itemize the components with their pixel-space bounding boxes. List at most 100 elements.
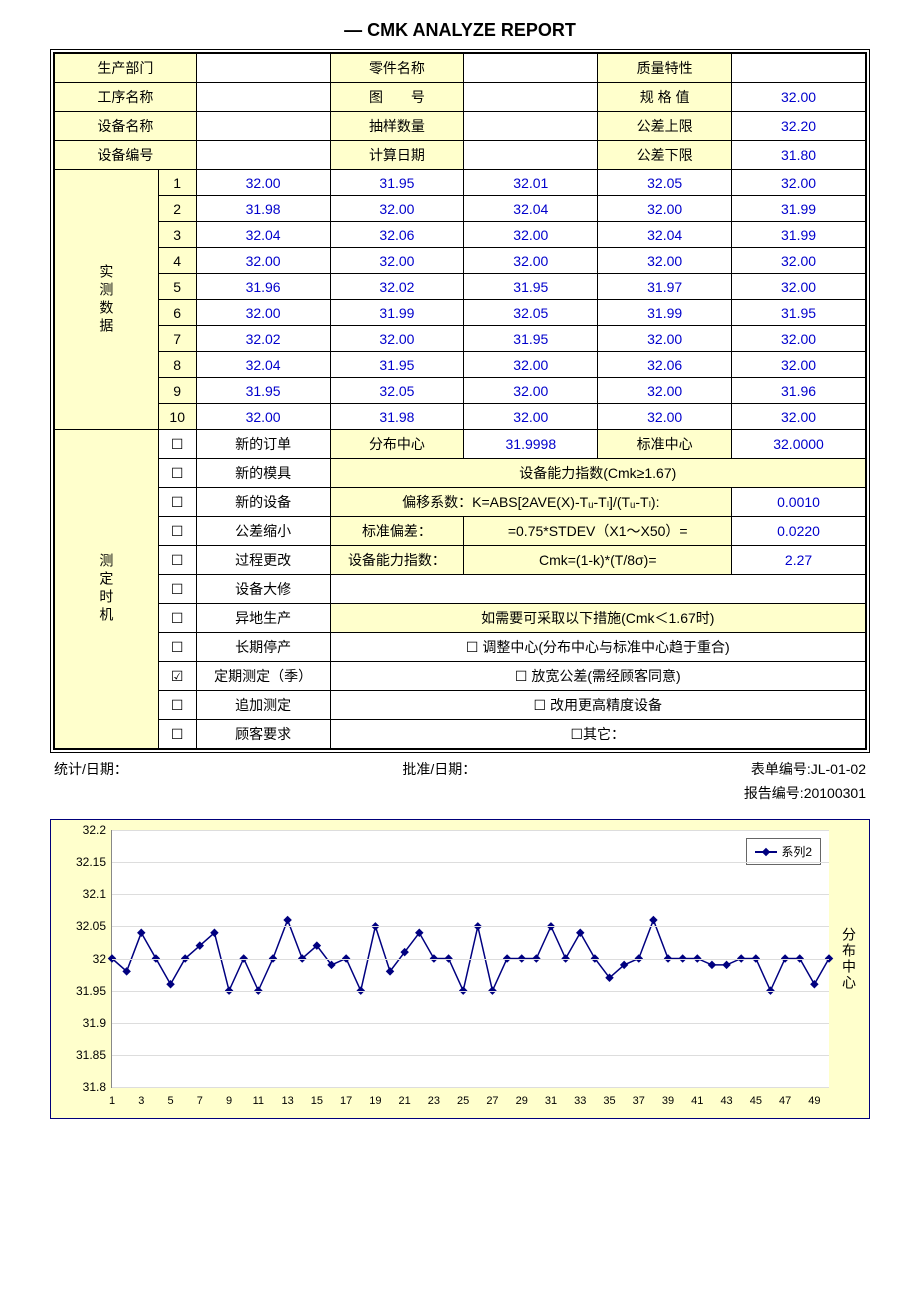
option-checkbox[interactable]: ☐ — [158, 488, 196, 517]
footer-row1: 统计/日期： 批准/日期： 表单编号:JL-01-02 — [50, 759, 870, 779]
data-cell: 32.00 — [732, 352, 866, 378]
data-cell: 32.06 — [330, 222, 464, 248]
cmk-index-title: 设备能力指数(Cmk≥1.67) — [330, 459, 865, 488]
measure-4: ☐其它： — [330, 720, 865, 749]
data-cell: 32.00 — [732, 170, 866, 196]
data-cell: 32.00 — [196, 300, 330, 326]
option-checkbox[interactable]: ☐ — [158, 604, 196, 633]
option-label: 顾客要求 — [196, 720, 330, 749]
option-checkbox[interactable]: ☐ — [158, 575, 196, 604]
chart-xtick: 27 — [486, 1095, 498, 1107]
lbl-sample: 抽样数量 — [330, 112, 464, 141]
option-label: 公差缩小 — [196, 517, 330, 546]
chart-xtick: 41 — [691, 1095, 703, 1107]
data-cell: 32.00 — [196, 248, 330, 274]
data-cell: 32.00 — [598, 378, 732, 404]
option-checkbox[interactable]: ☐ — [158, 517, 196, 546]
chart-xtick: 35 — [603, 1095, 615, 1107]
chart-right-axis-label: 分布中心 — [839, 927, 859, 991]
option-label: 新的设备 — [196, 488, 330, 517]
lbl-calcdate: 计算日期 — [330, 141, 464, 170]
k-value: 0.0010 — [732, 488, 866, 517]
data-cell: 32.05 — [464, 300, 598, 326]
chart-ytick: 32.05 — [62, 919, 106, 933]
data-cell: 31.95 — [464, 326, 598, 352]
data-row-index: 3 — [158, 222, 196, 248]
data-row-index: 10 — [158, 404, 196, 430]
data-cell: 32.04 — [598, 222, 732, 248]
data-cell: 31.95 — [196, 378, 330, 404]
val-part — [464, 54, 598, 83]
option-label: 过程更改 — [196, 546, 330, 575]
data-cell: 32.04 — [464, 196, 598, 222]
val-calcdate — [464, 141, 598, 170]
measured-data-label: 实测数据 — [55, 170, 159, 430]
measures-title: 如需要可采取以下措施(Cmk＜1.67时) — [330, 604, 865, 633]
option-checkbox[interactable]: ☐ — [158, 720, 196, 749]
empty-row — [330, 575, 865, 604]
chart-xtick: 7 — [197, 1095, 203, 1107]
data-row-index: 9 — [158, 378, 196, 404]
data-row-index: 5 — [158, 274, 196, 300]
val-spec: 32.00 — [732, 83, 866, 112]
chart-marker — [708, 961, 716, 969]
lbl-lsl: 公差下限 — [598, 141, 732, 170]
val-sample — [464, 112, 598, 141]
chart-series-line — [112, 920, 829, 991]
form-no-label: 表单编号:JL-01-02 — [751, 759, 866, 779]
cmk-formula: Cmk=(1-k)*(T/8σ)= — [464, 546, 732, 575]
data-row-index: 4 — [158, 248, 196, 274]
chart-ytick: 32.15 — [62, 855, 106, 869]
data-cell: 31.99 — [598, 300, 732, 326]
data-cell: 31.97 — [598, 274, 732, 300]
data-cell: 32.05 — [330, 378, 464, 404]
option-checkbox[interactable]: ☐ — [158, 633, 196, 662]
data-row-index: 2 — [158, 196, 196, 222]
chart-ytick: 31.95 — [62, 984, 106, 998]
data-cell: 32.00 — [464, 352, 598, 378]
data-cell: 31.95 — [732, 300, 866, 326]
data-cell: 32.00 — [732, 326, 866, 352]
data-cell: 32.00 — [598, 248, 732, 274]
chart-xtick: 43 — [720, 1095, 732, 1107]
chart-container: 系列2 分布中心 31.831.8531.931.953232.0532.132… — [50, 819, 870, 1119]
chart-xtick: 21 — [399, 1095, 411, 1107]
data-cell: 32.02 — [330, 274, 464, 300]
data-cell: 32.00 — [464, 404, 598, 430]
data-cell: 32.00 — [464, 378, 598, 404]
data-cell: 31.96 — [732, 378, 866, 404]
option-label: 追加测定 — [196, 691, 330, 720]
report-table-container: 生产部门 零件名称 质量特性 工序名称 图 号 规 格 值 32.00 设备名称… — [50, 49, 870, 753]
lbl-std-center: 标准中心 — [598, 430, 732, 459]
val-dist-center: 31.9998 — [464, 430, 598, 459]
option-checkbox[interactable]: ☐ — [158, 691, 196, 720]
option-checkbox[interactable]: ☐ — [158, 430, 196, 459]
data-cell: 32.00 — [732, 404, 866, 430]
data-cell: 32.05 — [598, 170, 732, 196]
chart-xtick: 15 — [311, 1095, 323, 1107]
chart-xtick: 49 — [808, 1095, 820, 1107]
report-table: 生产部门 零件名称 质量特性 工序名称 图 号 规 格 值 32.00 设备名称… — [54, 53, 866, 749]
data-cell: 32.00 — [196, 170, 330, 196]
lbl-qchar: 质量特性 — [598, 54, 732, 83]
option-checkbox[interactable]: ☐ — [158, 546, 196, 575]
chart-marker — [166, 980, 174, 988]
chart-xtick: 33 — [574, 1095, 586, 1107]
chart-xtick: 3 — [138, 1095, 144, 1107]
data-cell: 31.96 — [196, 274, 330, 300]
chart-xtick: 47 — [779, 1095, 791, 1107]
measure-2: ☐ 放宽公差(需经顾客同意) — [330, 662, 865, 691]
option-checkbox[interactable]: ☐ — [158, 459, 196, 488]
data-cell: 31.95 — [330, 352, 464, 378]
option-checkbox[interactable]: ☑ — [158, 662, 196, 691]
chart-ytick: 32.1 — [62, 887, 106, 901]
data-cell: 32.04 — [196, 352, 330, 378]
lbl-equipname: 设备名称 — [55, 112, 197, 141]
data-row-index: 1 — [158, 170, 196, 196]
val-qchar — [732, 54, 866, 83]
val-std-center: 32.0000 — [732, 430, 866, 459]
chart-marker — [649, 916, 657, 924]
chart-plot-area: 系列2 分布中心 31.831.8531.931.953232.0532.132… — [111, 830, 829, 1088]
chart-xtick: 19 — [369, 1095, 381, 1107]
data-cell: 32.00 — [464, 248, 598, 274]
